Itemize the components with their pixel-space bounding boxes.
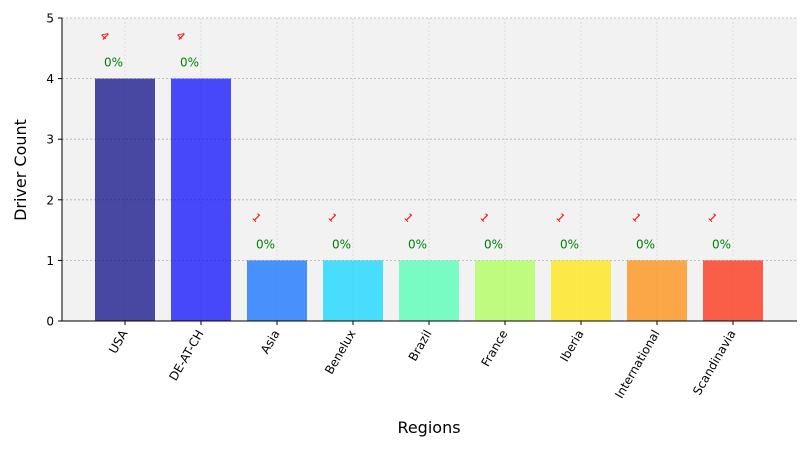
bar-percent-label: 0% <box>560 237 579 251</box>
y-tick-label: 5 <box>46 12 54 26</box>
x-tick-label: International <box>612 328 662 401</box>
y-axis-label: Driver Count <box>11 119 30 221</box>
bar <box>323 260 383 321</box>
bar <box>95 78 155 321</box>
y-tick-label: 4 <box>46 72 54 86</box>
bar <box>171 78 231 321</box>
y-tick-label: 3 <box>46 133 54 147</box>
bar-percent-label: 0% <box>180 56 199 70</box>
bar-percent-label: 0% <box>332 237 351 251</box>
x-tick-label: DE-AT-CH <box>166 328 206 384</box>
y-tick-label: 1 <box>46 254 54 268</box>
x-tick-label: Asia <box>258 328 283 357</box>
y-tick-label: 0 <box>46 315 54 329</box>
x-tick-label: France <box>479 328 511 370</box>
x-ticks-group: USA DE-AT-CH Asia Benelux Brazil France Iberia… <box>106 321 739 401</box>
y-tick-label: 2 <box>46 193 54 207</box>
x-tick-label: USA <box>106 327 131 356</box>
bars-group <box>95 78 763 321</box>
bar <box>399 260 459 321</box>
bar-percent-label: 0% <box>712 237 731 251</box>
y-ticks-group: 0 1 2 3 4 5 <box>46 12 62 329</box>
bar-percent-label: 0% <box>104 56 123 70</box>
x-axis-label: Regions <box>397 418 460 437</box>
x-tick-label: Benelux <box>322 328 358 377</box>
bar-percent-label: 0% <box>636 237 655 251</box>
bar-percent-label: 0% <box>408 237 427 251</box>
bar-percent-label: 0% <box>484 237 503 251</box>
x-tick-label: Brazil <box>406 328 435 364</box>
x-tick-label: Iberia <box>557 328 586 365</box>
bar <box>703 260 763 321</box>
bar <box>627 260 687 321</box>
bar <box>247 260 307 321</box>
bar <box>551 260 611 321</box>
bar-percent-label: 0% <box>256 237 275 251</box>
bar <box>475 260 535 321</box>
x-tick-label: Scandinavia <box>690 328 739 398</box>
